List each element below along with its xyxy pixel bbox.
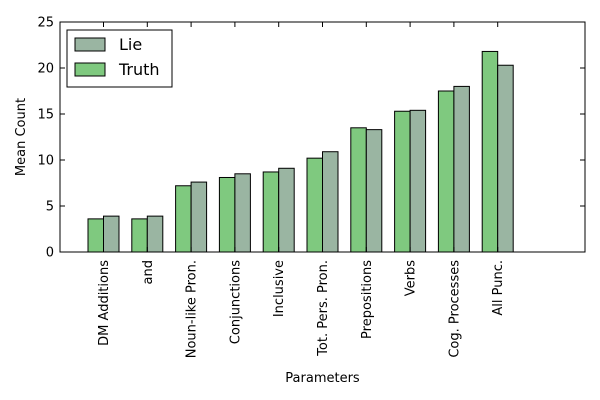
x-axis-label: Parameters [285,371,360,386]
y-axis-label: Mean Count [14,98,29,176]
bar-truth-5 [262,171,280,253]
bar-truth-8 [394,110,411,253]
x-tick-label: Tot. Pers. Pron. [316,260,331,357]
x-tick-label: and [141,260,156,284]
x-tick-label: Prepositions [360,260,375,339]
legend-label-lie: Lie [119,35,142,54]
bar-lie-2 [146,215,164,253]
bar-lie-8 [409,109,427,253]
bar-truth-3 [175,185,192,253]
bar-lie-9 [453,85,470,253]
bar-lie-4 [234,173,251,253]
plot-frame [59,21,586,253]
bar-truth-2 [131,218,148,253]
x-tick-label: DM Additions [97,260,112,346]
bar-truth-9 [437,90,455,253]
bar-lie-1 [103,215,120,253]
y-tick-label: 15 [37,108,54,123]
x-tick-label: Inclusive [272,260,287,317]
bar-truth-10 [481,50,499,253]
y-tick-label: 5 [46,200,54,215]
legend-swatch-lie [74,37,106,52]
bar-lie-10 [497,64,514,253]
bar-lie-6 [322,151,339,253]
legend-label-truth: Truth [118,60,160,79]
bar-truth-1 [87,218,104,253]
bar-lie-5 [278,167,295,253]
bar-truth-6 [306,157,323,253]
x-tick-label: Cog. Processes [447,260,462,358]
x-axis-ticks: DM Additions and Noun-like Pron. Conjunctio… [97,22,506,358]
bar-lie-7 [365,129,383,253]
y-tick-label: 10 [37,154,54,169]
x-tick-label: Verbs [404,260,419,296]
bar-truth-4 [218,176,236,253]
bar-truth-7 [350,127,367,253]
x-tick-label: All Punc. [491,260,506,316]
legend-swatch-truth [74,62,106,77]
x-tick-label: Conjunctions [228,260,243,344]
legend: Lie Truth [66,29,173,88]
bar-lie-3 [190,181,208,253]
y-tick-label: 20 [37,62,54,77]
y-tick-label: 25 [37,16,54,31]
x-tick-label: Noun-like Pron. [185,260,200,358]
y-tick-label: 0 [46,246,54,261]
